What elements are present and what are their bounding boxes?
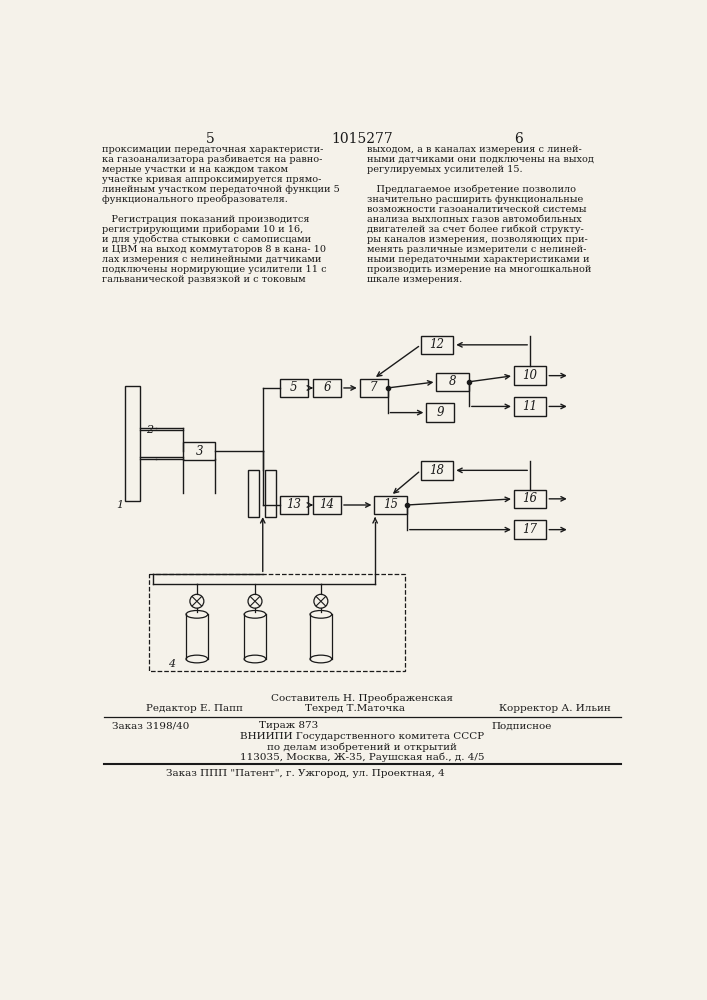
Bar bbox=[421, 336, 453, 354]
Text: Корректор А. Ильин: Корректор А. Ильин bbox=[499, 704, 611, 713]
Text: возможности газоаналитической системы: возможности газоаналитической системы bbox=[368, 205, 587, 214]
Text: проксимации передаточная характеристи-: проксимации передаточная характеристи- bbox=[103, 145, 324, 154]
Text: 10: 10 bbox=[522, 369, 537, 382]
Text: 1015277: 1015277 bbox=[331, 132, 393, 146]
Text: 3: 3 bbox=[195, 445, 203, 458]
Bar bbox=[248, 470, 259, 517]
Text: лах измерения с нелинейными датчиками: лах измерения с нелинейными датчиками bbox=[103, 255, 322, 264]
Text: Техред Т.Маточка: Техред Т.Маточка bbox=[305, 704, 405, 713]
Bar bbox=[183, 442, 216, 460]
Bar bbox=[514, 397, 547, 416]
Bar bbox=[280, 379, 308, 397]
Text: значительно расширить функциональные: значительно расширить функциональные bbox=[368, 195, 583, 204]
Text: функционального преобразователя.: функционального преобразователя. bbox=[103, 195, 288, 204]
Text: 13: 13 bbox=[286, 498, 301, 512]
Text: регулируемых усилителей 15.: регулируемых усилителей 15. bbox=[368, 165, 523, 174]
Text: Тираж 873: Тираж 873 bbox=[259, 721, 318, 730]
Bar bbox=[313, 496, 341, 514]
Text: участке кривая аппроксимируется прямо-: участке кривая аппроксимируется прямо- bbox=[103, 175, 322, 184]
Text: производить измерение на многошкальной: производить измерение на многошкальной bbox=[368, 265, 592, 274]
Text: 1: 1 bbox=[116, 500, 123, 510]
Text: подключены нормирующие усилители 11 с: подключены нормирующие усилители 11 с bbox=[103, 265, 327, 274]
Bar bbox=[265, 470, 276, 517]
Text: ры каналов измерения, позволяющих при-: ры каналов измерения, позволяющих при- bbox=[368, 235, 588, 244]
Text: шкале измерения.: шкале измерения. bbox=[368, 275, 462, 284]
Text: 17: 17 bbox=[522, 523, 537, 536]
Text: 7: 7 bbox=[370, 381, 378, 394]
Text: Подписное: Подписное bbox=[491, 721, 551, 730]
Text: и ЦВМ на выход коммутаторов 8 в кана- 10: и ЦВМ на выход коммутаторов 8 в кана- 10 bbox=[103, 245, 327, 254]
Text: выходом, а в каналах измерения с линей-: выходом, а в каналах измерения с линей- bbox=[368, 145, 582, 154]
Text: Регистрация показаний производится: Регистрация показаний производится bbox=[103, 215, 310, 224]
Text: линейным участком передаточной функции 5: линейным участком передаточной функции 5 bbox=[103, 185, 340, 194]
Text: 113035, Москва, Ж-35, Раушская наб., д. 4/5: 113035, Москва, Ж-35, Раушская наб., д. … bbox=[240, 752, 484, 762]
Text: Предлагаемое изобретение позволило: Предлагаемое изобретение позволило bbox=[368, 185, 576, 194]
Text: ка газоанализатора разбивается на равно-: ка газоанализатора разбивается на равно- bbox=[103, 155, 322, 164]
Bar bbox=[280, 496, 308, 514]
Text: 5: 5 bbox=[206, 132, 214, 146]
Text: анализа выхлопных газов автомобильных: анализа выхлопных газов автомобильных bbox=[368, 215, 582, 224]
Text: по делам изобретений и открытий: по делам изобретений и открытий bbox=[267, 742, 457, 752]
Text: 18: 18 bbox=[430, 464, 445, 477]
Text: 14: 14 bbox=[320, 498, 334, 512]
Bar bbox=[426, 403, 454, 422]
Bar bbox=[374, 496, 407, 514]
Text: 6: 6 bbox=[514, 132, 523, 146]
Text: 9: 9 bbox=[436, 406, 444, 419]
Text: 11: 11 bbox=[522, 400, 537, 413]
Bar bbox=[421, 461, 453, 480]
Bar bbox=[360, 379, 387, 397]
Text: ВНИИПИ Государственного комитета СССР: ВНИИПИ Государственного комитета СССР bbox=[240, 732, 484, 741]
Text: 6: 6 bbox=[323, 381, 331, 394]
Text: регистрирующими приборами 10 и 16,: регистрирующими приборами 10 и 16, bbox=[103, 225, 303, 234]
Text: 12: 12 bbox=[430, 338, 445, 351]
Text: менять различные измерители с нелиней-: менять различные измерители с нелиней- bbox=[368, 245, 587, 254]
Text: Редактор Е. Папп: Редактор Е. Папп bbox=[146, 704, 243, 713]
Text: гальванической развязкой и с токовым: гальванической развязкой и с токовым bbox=[103, 275, 306, 284]
Bar bbox=[436, 373, 469, 391]
Bar bbox=[125, 386, 140, 501]
Bar bbox=[514, 366, 547, 385]
Text: и для удобства стыковки с самописцами: и для удобства стыковки с самописцами bbox=[103, 235, 312, 244]
Text: Заказ 3198/40: Заказ 3198/40 bbox=[112, 721, 189, 730]
Text: двигателей за счет более гибкой структу-: двигателей за счет более гибкой структу- bbox=[368, 225, 584, 234]
Text: 2: 2 bbox=[146, 425, 153, 435]
Text: 16: 16 bbox=[522, 492, 537, 505]
Bar bbox=[514, 490, 547, 508]
Bar bbox=[149, 574, 404, 671]
Bar bbox=[514, 520, 547, 539]
Text: ными датчиками они подключены на выход: ными датчиками они подключены на выход bbox=[368, 155, 595, 164]
Text: Составитель Н. Преображенская: Составитель Н. Преображенская bbox=[271, 694, 453, 703]
Text: 4: 4 bbox=[168, 659, 175, 669]
Text: 8: 8 bbox=[449, 375, 457, 388]
Text: 15: 15 bbox=[383, 498, 398, 512]
Text: мерные участки и на каждом таком: мерные участки и на каждом таком bbox=[103, 165, 288, 174]
Bar bbox=[313, 379, 341, 397]
Text: 5: 5 bbox=[290, 381, 298, 394]
Text: ными передаточными характеристиками и: ными передаточными характеристиками и bbox=[368, 255, 590, 264]
Text: Заказ ППП "Патент", г. Ужгород, ул. Проектная, 4: Заказ ППП "Патент", г. Ужгород, ул. Прое… bbox=[166, 769, 445, 778]
